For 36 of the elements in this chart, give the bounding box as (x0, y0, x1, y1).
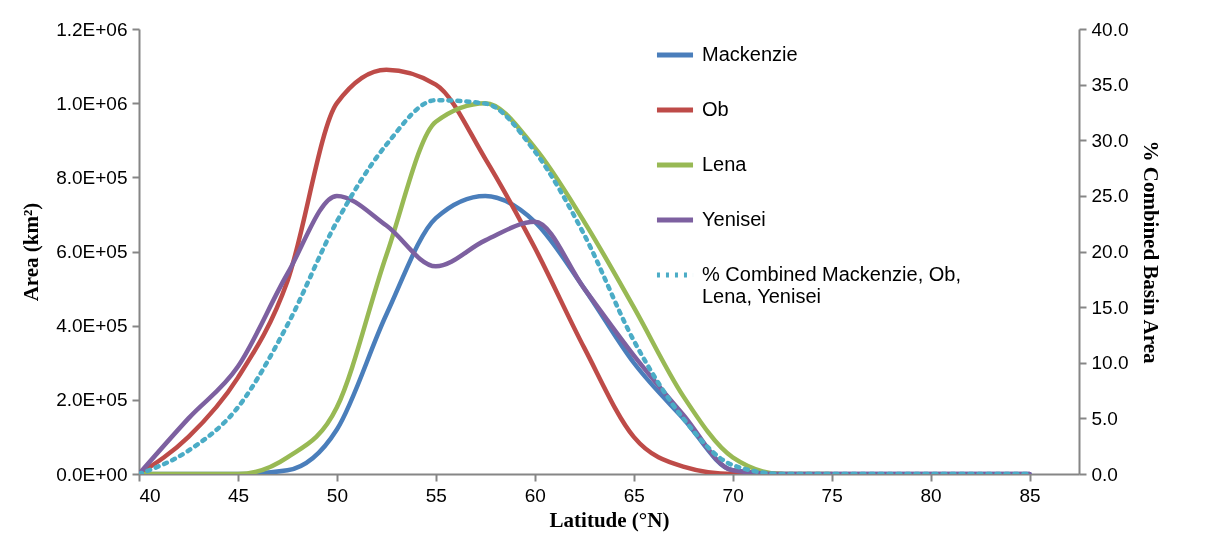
y2-tick-label: 15.0 (1091, 296, 1129, 318)
x-tick-label: 65 (623, 484, 645, 506)
x-tick-label: 45 (227, 484, 250, 506)
y2-tick-label: 30.0 (1091, 129, 1129, 151)
x-tick-label: 70 (722, 484, 744, 506)
y-tick-label: 0.0E+00 (56, 463, 128, 485)
y2-tick-label: 0.0 (1091, 463, 1118, 485)
legend-label: % Combined Mackenzie, Ob, Lena, Yenisei (702, 263, 962, 307)
line-series (139, 97, 1032, 474)
y2-tick-label: 40.0 (1091, 18, 1129, 40)
line-series (139, 193, 1032, 474)
legend-label: Ob (702, 98, 729, 120)
x-tick-label: 75 (821, 484, 843, 506)
y2-tick-label: 10.0 (1091, 352, 1129, 374)
y-tick-label: 1.2E+06 (56, 18, 128, 40)
y-tick-label: 2.0E+05 (56, 389, 128, 411)
legend-label: Yenisei (702, 208, 766, 230)
legend-label: Mackenzie (702, 43, 798, 65)
x-tick-label: 80 (920, 484, 942, 506)
y-tick-label: 8.0E+05 (56, 166, 128, 188)
y2-tick-label: 5.0 (1091, 407, 1118, 429)
y-tick-label: 6.0E+05 (56, 241, 128, 262)
y-tick-label: 4.0E+05 (56, 315, 128, 337)
x-axis-title: Latitude (°N) (549, 507, 670, 532)
y2-tick-label: 35.0 (1091, 74, 1129, 96)
y2-tick-label: 25.0 (1091, 185, 1129, 207)
x-tick-label: 85 (1019, 484, 1041, 506)
y-axis-title: Area (km²) (19, 202, 44, 302)
x-tick-label: 40 (139, 484, 161, 506)
x-tick-label: 60 (524, 484, 546, 506)
y2-tick-label: 20.0 (1091, 241, 1129, 262)
legend-label: Lena (702, 153, 748, 175)
x-tick-label: 55 (425, 484, 447, 506)
y2-axis-title: % Combined Basin Area (1139, 140, 1164, 365)
x-tick-label: 50 (326, 484, 348, 506)
y-tick-label: 1.0E+06 (56, 92, 128, 114)
